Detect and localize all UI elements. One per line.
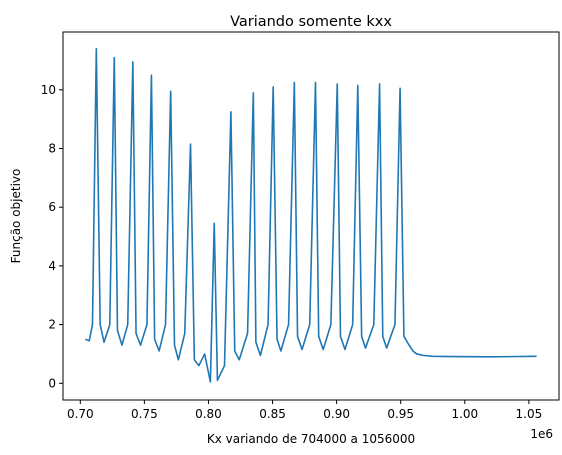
y-tick-label: 0	[48, 376, 56, 390]
y-tick-label: 10	[41, 83, 56, 97]
y-tick-label: 4	[48, 259, 56, 273]
y-axis: 0 2 4 6 8 10	[41, 83, 63, 390]
plot-frame	[62, 31, 560, 401]
chart-title: Variando somente kxx	[230, 14, 392, 30]
x-tick-label: 0.75	[131, 407, 158, 421]
y-tick-label: 2	[48, 318, 56, 332]
x-axis-offset-text: 1e6	[530, 427, 553, 441]
x-tick-label: 1.05	[516, 407, 543, 421]
x-tick-label: 1.00	[451, 407, 478, 421]
y-tick-label: 8	[48, 142, 56, 156]
y-axis-label: Função objetivo	[9, 169, 23, 264]
x-tick-label: 0.90	[323, 407, 350, 421]
x-axis-label: Kx variando de 704000 a 1056000	[207, 432, 415, 446]
x-tick-label: 0.70	[67, 407, 94, 421]
plot-area	[85, 47, 537, 383]
x-axis: 0.70 0.75 0.80 0.85 0.90 0.95 1.00 1.05	[67, 400, 542, 421]
x-tick-label: 0.80	[195, 407, 222, 421]
x-tick-label: 0.85	[259, 407, 286, 421]
series-line-0	[85, 47, 537, 383]
y-tick-label: 6	[48, 200, 56, 214]
x-tick-label: 0.95	[387, 407, 414, 421]
